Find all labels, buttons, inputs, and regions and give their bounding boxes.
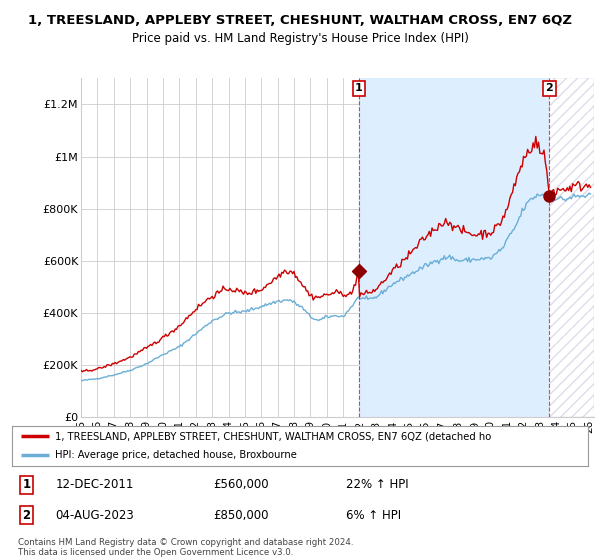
Text: £850,000: £850,000 bbox=[214, 508, 269, 521]
Text: 04-AUG-2023: 04-AUG-2023 bbox=[55, 508, 134, 521]
Bar bbox=[550, 78, 594, 417]
Text: Price paid vs. HM Land Registry's House Price Index (HPI): Price paid vs. HM Land Registry's House … bbox=[131, 32, 469, 45]
Text: 1, TREESLAND, APPLEBY STREET, CHESHUNT, WALTHAM CROSS, EN7 6QZ: 1, TREESLAND, APPLEBY STREET, CHESHUNT, … bbox=[28, 14, 572, 27]
Text: Contains HM Land Registry data © Crown copyright and database right 2024.
This d: Contains HM Land Registry data © Crown c… bbox=[18, 538, 353, 557]
Text: HPI: Average price, detached house, Broxbourne: HPI: Average price, detached house, Brox… bbox=[55, 450, 297, 460]
Text: 22% ↑ HPI: 22% ↑ HPI bbox=[346, 478, 409, 491]
Text: 2: 2 bbox=[545, 83, 553, 94]
Text: 2: 2 bbox=[22, 508, 31, 521]
Text: £560,000: £560,000 bbox=[214, 478, 269, 491]
Text: 1: 1 bbox=[22, 478, 31, 491]
Text: 12-DEC-2011: 12-DEC-2011 bbox=[55, 478, 134, 491]
Text: 6% ↑ HPI: 6% ↑ HPI bbox=[346, 508, 401, 521]
Text: 1, TREESLAND, APPLEBY STREET, CHESHUNT, WALTHAM CROSS, EN7 6QZ (detached ho: 1, TREESLAND, APPLEBY STREET, CHESHUNT, … bbox=[55, 432, 491, 441]
Bar bbox=[359, 78, 550, 417]
Bar bbox=[550, 78, 594, 417]
Text: 1: 1 bbox=[355, 83, 362, 94]
